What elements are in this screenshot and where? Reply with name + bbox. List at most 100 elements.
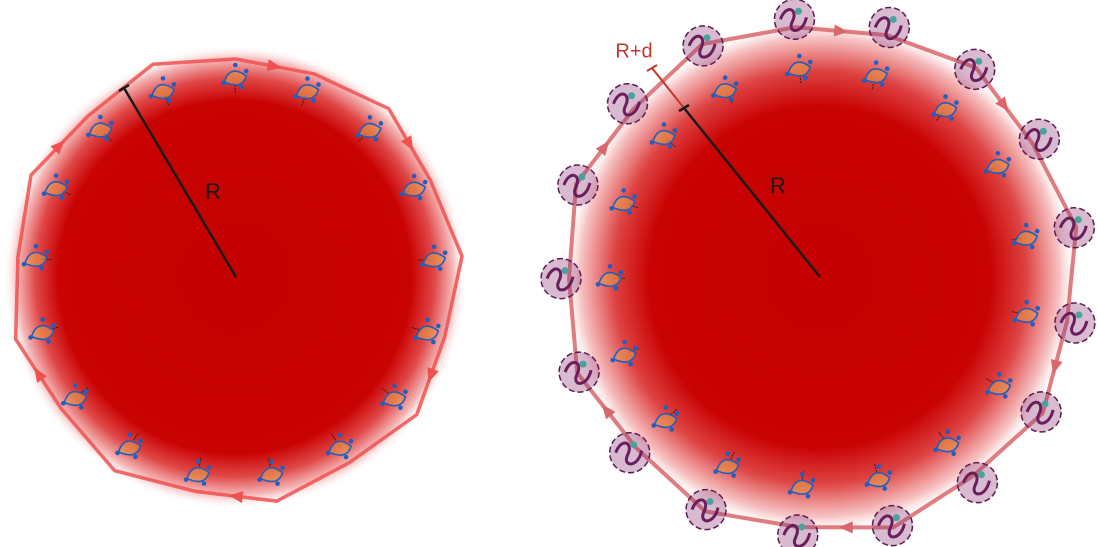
aptamer-end: [149, 94, 154, 99]
aptamer-end: [996, 151, 1001, 156]
protein-site: [890, 16, 897, 23]
aptamer-end: [622, 340, 627, 345]
aptamer-end: [73, 383, 78, 388]
aptamer-end: [109, 121, 114, 126]
aptamer-end: [668, 144, 673, 149]
aptamer-end: [438, 266, 443, 271]
aptamer-end: [621, 188, 626, 193]
protein-site: [1042, 400, 1049, 407]
aptamer-end: [1030, 245, 1035, 250]
aptamer-end: [885, 66, 890, 71]
page: R R R+d (() => { const data = JSON.parse…: [0, 0, 1097, 547]
aptamer-end: [40, 266, 45, 271]
aptamer-end: [949, 116, 954, 121]
aptamer-end: [633, 346, 638, 351]
aptamer-end: [945, 429, 950, 434]
aptamer-end: [207, 465, 212, 470]
aptamer-end: [663, 405, 668, 410]
aptamer-end: [1007, 157, 1012, 162]
aptamer-end: [711, 93, 716, 98]
aptamer-end: [662, 122, 667, 127]
aptamer-end: [133, 455, 138, 460]
aptamer-end: [349, 439, 354, 444]
extended-radius-label: R+d: [615, 40, 652, 62]
aptamer-end: [931, 112, 936, 117]
aptamer-end: [1030, 322, 1035, 327]
aptamer-end: [138, 439, 143, 444]
aptamer-end: [729, 97, 734, 102]
aptamer-end: [432, 244, 437, 249]
aptamer-end: [305, 76, 310, 81]
aptamer-end: [60, 195, 65, 200]
aptamer-end: [380, 401, 385, 406]
aptamer-end: [374, 137, 379, 142]
aptamer-end: [79, 405, 84, 410]
aptamer-end: [1002, 173, 1007, 178]
aptamer-end: [933, 447, 938, 452]
aptamer-end: [628, 362, 633, 367]
aptamer-end: [609, 206, 614, 211]
aptamer-end: [42, 191, 47, 196]
aptamer-end: [280, 465, 285, 470]
aptamer-end: [61, 401, 66, 406]
aptamer-end: [997, 372, 1002, 377]
aptamer-end: [1035, 229, 1040, 234]
aptamer-end: [51, 323, 56, 328]
aptamer-end: [811, 478, 816, 483]
aptamer-end: [161, 76, 166, 81]
protein-site: [795, 8, 802, 15]
protein-site: [798, 524, 805, 531]
aptamer-end: [610, 358, 615, 363]
protein-site: [630, 441, 637, 448]
extended-radius-cap: [647, 65, 657, 71]
aptamer-end: [104, 137, 109, 142]
aptamer-end: [54, 173, 59, 178]
aptamer-end: [326, 451, 331, 456]
aptamer-end: [86, 133, 91, 138]
aptamer-end: [797, 54, 802, 59]
protein-site: [893, 514, 900, 521]
aptamer-end: [731, 473, 736, 478]
aptamer-end: [808, 60, 813, 65]
aptamer-end: [951, 451, 956, 456]
aptamer-end: [806, 494, 811, 499]
aptamer-end: [413, 336, 418, 341]
aptamer-end: [400, 192, 405, 197]
aptamer-end: [632, 194, 637, 199]
aptamer-end: [293, 94, 298, 99]
protein-site: [707, 498, 714, 505]
aptamer-end: [244, 69, 249, 74]
aptamer-end: [338, 433, 343, 438]
aptamer-end: [650, 140, 655, 145]
aptamer-end: [614, 286, 619, 291]
aptamer-end: [1024, 223, 1029, 228]
aptamer-end: [412, 174, 417, 179]
aptamer-end: [257, 477, 262, 482]
protein-site: [1040, 128, 1047, 135]
aptamer-end: [431, 340, 436, 345]
aptamer-end: [954, 100, 959, 105]
aptamer-end: [127, 433, 132, 438]
aptamer-end: [392, 383, 397, 388]
aptamer-end: [725, 451, 730, 456]
aptamer-end: [596, 282, 601, 287]
aptamer-end: [196, 459, 201, 464]
aptamer-end: [368, 115, 373, 120]
aptamer-end: [800, 472, 805, 477]
aptamer-end: [233, 63, 238, 68]
aptamer-end: [275, 481, 280, 486]
aptamer-end: [40, 317, 45, 322]
aptamer-end: [84, 389, 89, 394]
aptamer-end: [876, 464, 881, 469]
aptamer-end: [943, 94, 948, 99]
aptamer-end: [956, 435, 961, 440]
protein-site: [580, 361, 587, 368]
protein-site: [978, 471, 985, 478]
aptamer-end: [880, 82, 885, 87]
aptamer-end: [403, 389, 408, 394]
aptamer-end: [46, 339, 51, 344]
aptamer-end: [418, 196, 423, 201]
aptamer-end: [22, 262, 27, 267]
aptamer-end: [985, 390, 990, 395]
aptamer-end: [1012, 318, 1017, 323]
